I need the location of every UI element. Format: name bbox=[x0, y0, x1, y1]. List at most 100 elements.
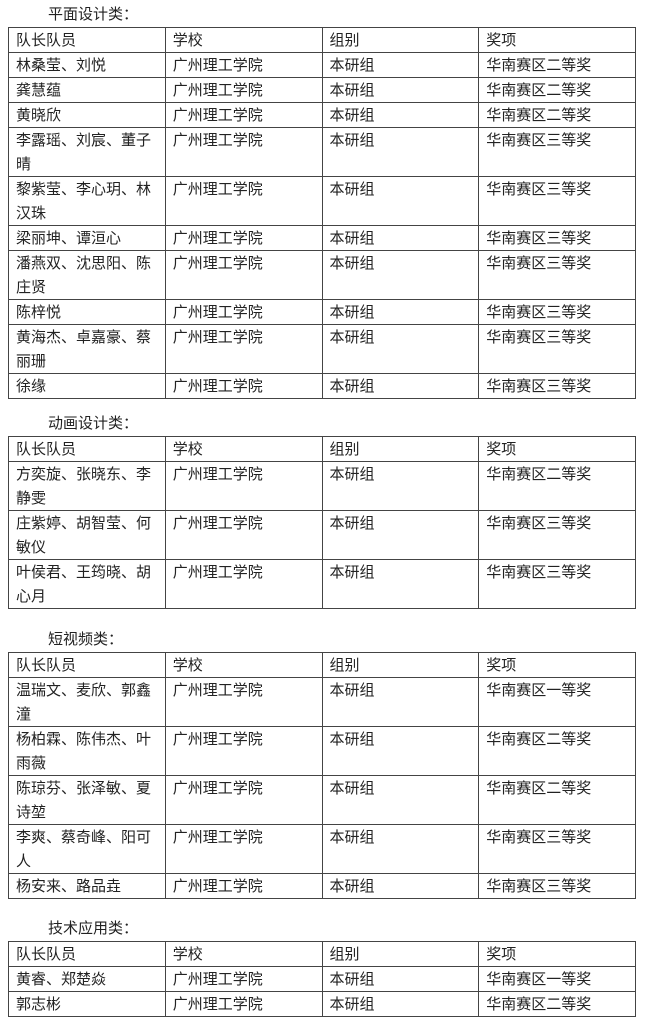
header-cell: 组别 bbox=[321, 941, 480, 967]
table-row: 温瑞文、麦欣、郭鑫潼 广州理工学院 本研组 华南赛区一等奖 bbox=[8, 677, 636, 727]
table-cell: 华南赛区二等奖 bbox=[478, 775, 636, 825]
table-row: 叶侯君、王筠晓、胡心月 广州理工学院 本研组 华南赛区三等奖 bbox=[8, 559, 636, 609]
section-title: 技术应用类： bbox=[48, 919, 139, 937]
section-title: 平面设计类： bbox=[48, 5, 139, 23]
table-cell: 广州理工学院 bbox=[164, 127, 323, 177]
table-cell: 广州理工学院 bbox=[164, 991, 323, 1017]
table-cell: 杨柏霖、陈伟杰、叶雨薇 bbox=[8, 726, 166, 776]
header-cell: 学校 bbox=[164, 436, 323, 462]
table-cell: 广州理工学院 bbox=[164, 225, 323, 251]
table-cell: 广州理工学院 bbox=[164, 250, 323, 300]
table-cell: 华南赛区一等奖 bbox=[478, 966, 636, 992]
table-cell: 广州理工学院 bbox=[164, 176, 323, 226]
header-cell: 奖项 bbox=[478, 27, 636, 53]
table-cell: 叶侯君、王筠晓、胡心月 bbox=[8, 559, 166, 609]
header-cell: 学校 bbox=[164, 27, 323, 53]
table-cell: 陈琼芬、张泽敏、夏诗堃 bbox=[8, 775, 166, 825]
table-cell: 李爽、蔡奇峰、阳可人 bbox=[8, 824, 166, 874]
table-row: 黄睿、郑楚焱 广州理工学院 本研组 华南赛区一等奖 bbox=[8, 966, 636, 992]
table-cell: 广州理工学院 bbox=[164, 824, 323, 874]
table-cell: 郭志彬 bbox=[8, 991, 166, 1017]
header-cell: 队长队员 bbox=[8, 652, 166, 678]
table-cell: 广州理工学院 bbox=[164, 461, 323, 511]
table-row: 陈琼芬、张泽敏、夏诗堃 广州理工学院 本研组 华南赛区二等奖 bbox=[8, 775, 636, 825]
table-cell: 广州理工学院 bbox=[164, 726, 323, 776]
table-row: 陈梓悦 广州理工学院 本研组 华南赛区三等奖 bbox=[8, 299, 636, 325]
award-table: 队长队员 学校 组别 奖项 方奕旋、张晓东、李静雯 广州理工学院 本研组 华南赛区二等奖 庄紫婷… bbox=[8, 436, 636, 609]
table-cell: 温瑞文、麦欣、郭鑫潼 bbox=[8, 677, 166, 727]
table-cell: 本研组 bbox=[321, 726, 480, 776]
table-cell: 华南赛区二等奖 bbox=[478, 52, 636, 78]
header-cell: 队长队员 bbox=[8, 436, 166, 462]
table-cell: 黄晓欣 bbox=[8, 102, 166, 128]
table-row: 黄海杰、卓嘉豪、蔡丽珊 广州理工学院 本研组 华南赛区三等奖 bbox=[8, 324, 636, 374]
header-row: 队长队员 学校 组别 奖项 bbox=[8, 652, 636, 678]
table-cell: 华南赛区三等奖 bbox=[478, 127, 636, 177]
header-row: 队长队员 学校 组别 奖项 bbox=[8, 27, 636, 53]
table-cell: 黎紫莹、李心玥、林汉珠 bbox=[8, 176, 166, 226]
header-cell: 组别 bbox=[321, 436, 480, 462]
table-cell: 广州理工学院 bbox=[164, 52, 323, 78]
table-cell: 本研组 bbox=[321, 966, 480, 992]
table-cell: 华南赛区三等奖 bbox=[478, 510, 636, 560]
header-cell: 奖项 bbox=[478, 436, 636, 462]
table-cell: 广州理工学院 bbox=[164, 873, 323, 899]
section-title: 动画设计类： bbox=[48, 414, 139, 432]
table-row: 杨安来、路品垚 广州理工学院 本研组 华南赛区三等奖 bbox=[8, 873, 636, 899]
table-row: 林桑莹、刘悦 广州理工学院 本研组 华南赛区二等奖 bbox=[8, 52, 636, 78]
table-row: 潘燕双、沈思阳、陈庄贤 广州理工学院 本研组 华南赛区三等奖 bbox=[8, 250, 636, 300]
table-cell: 华南赛区三等奖 bbox=[478, 176, 636, 226]
table-cell: 广州理工学院 bbox=[164, 775, 323, 825]
table-cell: 华南赛区三等奖 bbox=[478, 299, 636, 325]
table-cell: 华南赛区二等奖 bbox=[478, 77, 636, 103]
table-cell: 本研组 bbox=[321, 225, 480, 251]
header-cell: 队长队员 bbox=[8, 27, 166, 53]
header-cell: 奖项 bbox=[478, 652, 636, 678]
table-cell: 方奕旋、张晓东、李静雯 bbox=[8, 461, 166, 511]
table-cell: 本研组 bbox=[321, 510, 480, 560]
header-cell: 队长队员 bbox=[8, 941, 166, 967]
table-cell: 华南赛区三等奖 bbox=[478, 559, 636, 609]
table-cell: 本研组 bbox=[321, 127, 480, 177]
table-cell: 本研组 bbox=[321, 176, 480, 226]
table-cell: 华南赛区三等奖 bbox=[478, 324, 636, 374]
table-cell: 林桑莹、刘悦 bbox=[8, 52, 166, 78]
table-cell: 华南赛区三等奖 bbox=[478, 225, 636, 251]
section-title: 短视频类： bbox=[48, 630, 124, 648]
award-table: 队长队员 学校 组别 奖项 温瑞文、麦欣、郭鑫潼 广州理工学院 本研组 华南赛区一等奖 杨柏霖、… bbox=[8, 652, 636, 899]
header-row: 队长队员 学校 组别 奖项 bbox=[8, 941, 636, 967]
table-cell: 本研组 bbox=[321, 324, 480, 374]
table-cell: 广州理工学院 bbox=[164, 510, 323, 560]
table-cell: 本研组 bbox=[321, 775, 480, 825]
table-cell: 华南赛区三等奖 bbox=[478, 824, 636, 874]
table-cell: 华南赛区三等奖 bbox=[478, 373, 636, 399]
header-cell: 学校 bbox=[164, 652, 323, 678]
table-row: 方奕旋、张晓东、李静雯 广州理工学院 本研组 华南赛区二等奖 bbox=[8, 461, 636, 511]
header-row: 队长队员 学校 组别 奖项 bbox=[8, 436, 636, 462]
table-cell: 华南赛区二等奖 bbox=[478, 102, 636, 128]
table-cell: 黄睿、郑楚焱 bbox=[8, 966, 166, 992]
award-table: 队长队员 学校 组别 奖项 林桑莹、刘悦 广州理工学院 本研组 华南赛区二等奖 龚慧蕴 广州理工学… bbox=[8, 27, 636, 399]
table-cell: 陈梓悦 bbox=[8, 299, 166, 325]
table-row: 庄紫婷、胡智莹、何敏仪 广州理工学院 本研组 华南赛区三等奖 bbox=[8, 510, 636, 560]
table-cell: 本研组 bbox=[321, 373, 480, 399]
header-cell: 奖项 bbox=[478, 941, 636, 967]
table-row: 黄晓欣 广州理工学院 本研组 华南赛区二等奖 bbox=[8, 102, 636, 128]
table-cell: 广州理工学院 bbox=[164, 299, 323, 325]
table-cell: 华南赛区一等奖 bbox=[478, 677, 636, 727]
table-cell: 李露瑶、刘宸、董子晴 bbox=[8, 127, 166, 177]
table-cell: 本研组 bbox=[321, 102, 480, 128]
table-cell: 广州理工学院 bbox=[164, 102, 323, 128]
table-row: 郭志彬 广州理工学院 本研组 华南赛区二等奖 bbox=[8, 991, 636, 1017]
table-row: 杨柏霖、陈伟杰、叶雨薇 广州理工学院 本研组 华南赛区二等奖 bbox=[8, 726, 636, 776]
table-cell: 华南赛区三等奖 bbox=[478, 873, 636, 899]
table-cell: 本研组 bbox=[321, 52, 480, 78]
table-cell: 本研组 bbox=[321, 250, 480, 300]
table-cell: 徐缘 bbox=[8, 373, 166, 399]
award-table: 队长队员 学校 组别 奖项 黄睿、郑楚焱 广州理工学院 本研组 华南赛区一等奖 郭志彬 广州理工学… bbox=[8, 941, 636, 1017]
table-row: 梁丽坤、谭洹心 广州理工学院 本研组 华南赛区三等奖 bbox=[8, 225, 636, 251]
table-cell: 本研组 bbox=[321, 461, 480, 511]
table-cell: 华南赛区二等奖 bbox=[478, 726, 636, 776]
table-cell: 杨安来、路品垚 bbox=[8, 873, 166, 899]
table-cell: 广州理工学院 bbox=[164, 966, 323, 992]
